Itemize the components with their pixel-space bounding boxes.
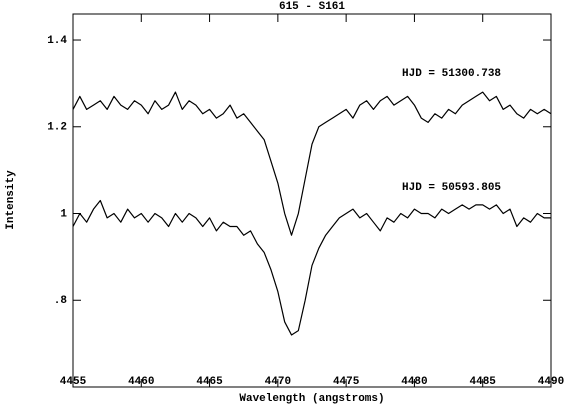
x-tick-label: 4480 — [401, 376, 427, 388]
x-tick-label: 4475 — [333, 376, 360, 388]
series-label: HJD = 50593.805 — [402, 182, 501, 194]
x-axis-label: Wavelength (angstroms) — [239, 393, 384, 405]
series-label: HJD = 51300.738 — [402, 68, 501, 80]
x-tick-label: 4455 — [60, 376, 87, 388]
chart-title: 615 - S161 — [279, 1, 345, 13]
y-axis-label: Intensity — [5, 170, 17, 230]
x-tick-label: 4470 — [265, 376, 291, 388]
x-tick-label: 4485 — [470, 376, 497, 388]
spectrum-line — [72, 199, 551, 336]
y-tick-label: 1.2 — [47, 122, 67, 134]
plot-frame — [72, 13, 552, 388]
y-tick-label: .8 — [54, 295, 68, 307]
x-tick-label: 4465 — [196, 376, 223, 388]
x-tick-label: 4490 — [538, 376, 564, 388]
spectrum-line — [72, 91, 552, 236]
y-tick-label: 1.4 — [47, 35, 67, 47]
y-tick-label: 1 — [60, 208, 67, 220]
x-tick-label: 4460 — [128, 376, 154, 388]
